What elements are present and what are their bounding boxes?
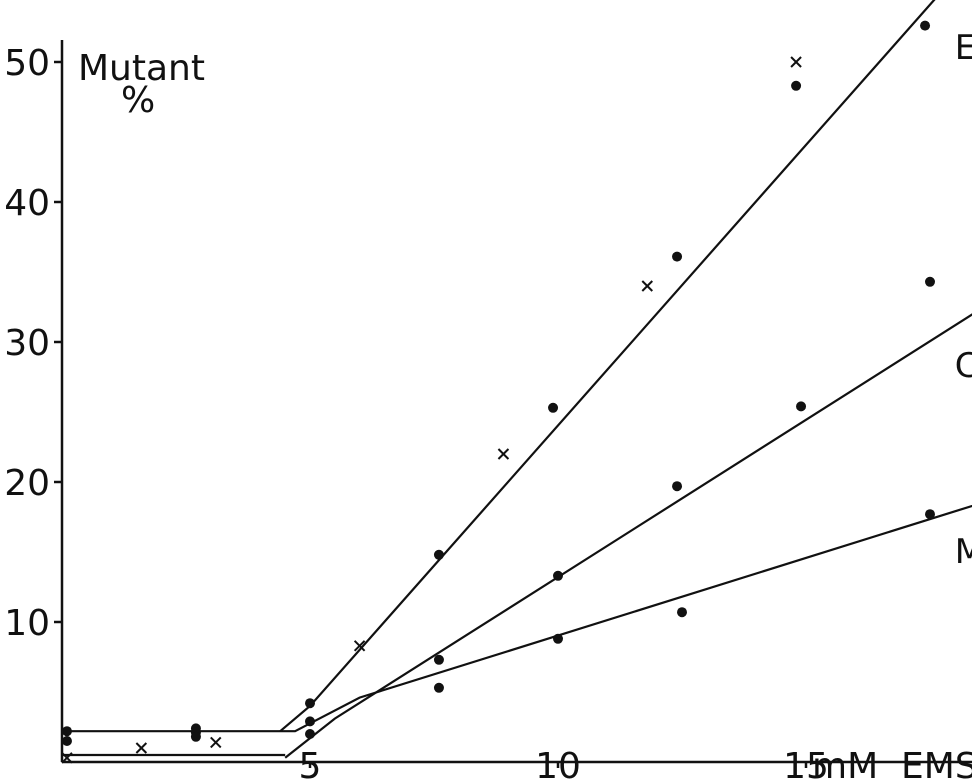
data-point-cross (641, 280, 653, 292)
labels: Mutant % mM EMS EL Chl MEL (78, 28, 972, 784)
data-point-cross (210, 736, 222, 749)
data-point-dot (677, 607, 687, 618)
data-point-dot (672, 251, 683, 262)
y-axis-unit-label: % (121, 80, 155, 121)
data-points (61, 20, 935, 764)
data-point-dot (433, 682, 444, 693)
series-line-el (279, 0, 936, 733)
data-point-dot (791, 80, 802, 91)
data-point-cross (61, 752, 73, 764)
data-point-dot (925, 509, 935, 520)
data-point-dot (433, 654, 444, 665)
data-point-dot (925, 276, 935, 287)
series-line-chl (284, 313, 972, 759)
data-point-dot (553, 570, 563, 581)
cross-stroke (641, 280, 653, 292)
y-tick-label: 50 (4, 43, 50, 84)
x-axis-label: mM EMS (812, 746, 972, 784)
y-tick-label: 30 (4, 323, 50, 364)
data-point-dot (305, 698, 315, 709)
cross-stroke (497, 448, 510, 460)
cross-stroke (135, 742, 148, 754)
data-point-dot (920, 20, 931, 31)
series-line-mel (62, 504, 972, 733)
y-tick-label: 20 (4, 463, 50, 504)
series-label-chl: Chl (955, 346, 972, 386)
data-point-dot (61, 726, 72, 737)
cross-stroke (790, 56, 802, 68)
x-tick-label: 15 (783, 746, 829, 784)
y-tick-label: 10 (4, 603, 50, 644)
cross-stroke (61, 752, 73, 764)
data-point-cross (497, 448, 510, 460)
data-point-dot (796, 401, 807, 412)
cross-stroke (353, 640, 366, 652)
y-ticks: 10 20 30 40 50 (4, 43, 62, 644)
x-tick-label: 10 (535, 746, 581, 784)
data-point-cross (135, 742, 148, 754)
y-axis-label: Mutant (78, 48, 205, 89)
data-point-cross (353, 640, 366, 652)
data-point-dot (305, 729, 315, 739)
regression-lines (62, 0, 972, 759)
data-point-dot (61, 736, 72, 746)
data-point-dot (553, 633, 563, 644)
series-label-mel: MEL (955, 532, 972, 572)
data-point-dot (305, 716, 315, 727)
series-label-el: EL (955, 28, 972, 68)
axes (60, 40, 972, 764)
y-tick-label: 40 (4, 183, 50, 224)
data-point-dot (433, 549, 444, 560)
cross-stroke (210, 736, 222, 749)
data-point-dot (672, 481, 683, 492)
x-tick-label: 5 (299, 746, 322, 784)
data-point-dot (190, 731, 201, 742)
data-point-dot (548, 402, 559, 413)
x-ticks: 5 10 15 (299, 746, 829, 784)
data-point-cross (790, 56, 802, 68)
